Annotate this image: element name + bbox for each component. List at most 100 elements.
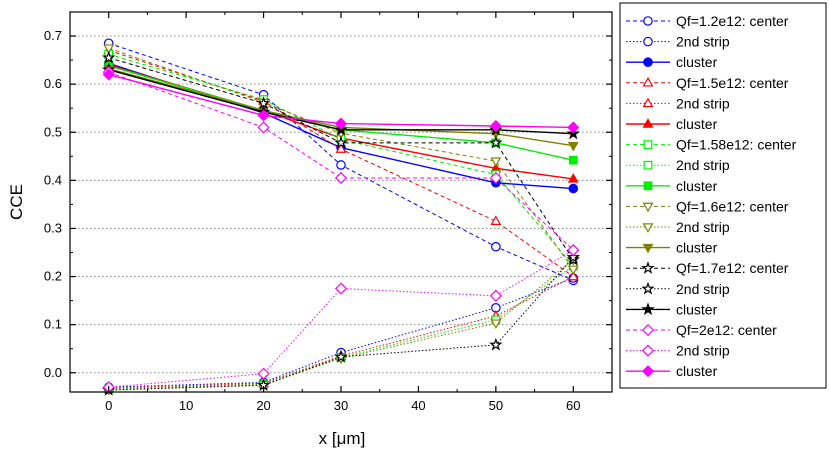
legend-label: cluster <box>676 178 718 194</box>
legend-marker <box>643 140 653 149</box>
data-point <box>490 215 502 225</box>
legend-entry: cluster <box>626 116 718 132</box>
data-point <box>335 143 347 153</box>
series-markers-17 <box>102 68 580 134</box>
data-point <box>489 289 502 302</box>
legend-entry: Qf=1.6e12: center <box>626 198 789 214</box>
legend-entry: Qf=2e12: center <box>626 322 777 338</box>
legend-marker <box>642 202 654 213</box>
legend: Qf=1.2e12: center 2nd strip cluster Qf=1.5e… <box>626 13 797 379</box>
x-axis-title: x [μm] <box>319 429 366 448</box>
axes: 0.0 0.1 0.2 0.3 0.4 0.5 0.6 0.7 0 10 20 30 40 50 60 <box>44 12 612 413</box>
x-tick-label: 60 <box>566 398 580 413</box>
series-markers-12 <box>101 50 581 266</box>
legend-marker <box>643 16 653 26</box>
y-axis-title: CCE <box>7 184 26 220</box>
legend-label: 2nd strip <box>676 34 730 50</box>
x-tick-label: 40 <box>411 398 425 413</box>
legend-entry: Qf=1.7e12: center <box>626 260 789 276</box>
series-7 <box>108 265 574 390</box>
legend-entry: cluster <box>626 54 718 70</box>
data-point <box>336 160 346 170</box>
legend-marker <box>643 181 653 191</box>
data-point <box>567 173 579 183</box>
legend-marker <box>642 97 654 108</box>
x-tick-label: 20 <box>256 398 270 413</box>
data-point <box>491 241 501 252</box>
data-point <box>489 119 502 133</box>
data-point <box>489 171 502 185</box>
data-point <box>490 157 502 167</box>
data-point <box>489 337 503 351</box>
legend-label: Qf=2e12: center <box>676 322 777 338</box>
y-tick-label: 0.2 <box>44 269 62 284</box>
x-tick-label: 10 <box>179 398 193 413</box>
data-point <box>567 270 579 281</box>
legend-entry: Qf=1.2e12: center <box>626 13 789 29</box>
legend-frame <box>619 2 827 389</box>
legend-marker <box>642 223 654 233</box>
legend-entry: 2nd strip <box>626 219 730 235</box>
x-tick-label: 50 <box>489 398 503 413</box>
legend-marker <box>641 365 655 378</box>
data-point <box>103 44 115 54</box>
y-tick-label: 0.4 <box>44 172 62 187</box>
data-point <box>334 282 348 295</box>
data-point <box>568 183 579 194</box>
data-point <box>257 121 270 134</box>
legend-label: 2nd strip <box>676 343 730 359</box>
data-point <box>334 117 348 130</box>
y-tick-label: 0.5 <box>44 124 62 139</box>
data-point <box>490 319 502 330</box>
legend-label: 2nd strip <box>676 157 730 173</box>
legend-entry: cluster <box>626 363 718 379</box>
data-point <box>566 250 581 264</box>
data-point <box>334 135 348 149</box>
legend-entry: 2nd strip <box>626 343 730 359</box>
data-point <box>334 349 348 363</box>
legend-label: 2nd strip <box>676 219 730 235</box>
y-tick-label: 0.1 <box>44 317 62 332</box>
legend-entry: Qf=1.58e12: center <box>626 137 797 153</box>
data-point <box>257 367 270 380</box>
legend-marker <box>641 323 655 337</box>
data-point <box>101 50 116 64</box>
legend-marker <box>642 118 654 128</box>
legend-entry: 2nd strip <box>626 34 730 50</box>
legend-label: Qf=1.2e12: center <box>676 13 789 29</box>
legend-label: 2nd strip <box>676 95 730 111</box>
legend-label: 2nd strip <box>676 281 730 297</box>
legend-entry: cluster <box>626 178 718 194</box>
series-line <box>108 265 574 390</box>
legend-marker <box>643 160 653 170</box>
data-point <box>489 135 503 149</box>
data-point <box>102 68 115 81</box>
legend-marker <box>641 302 655 316</box>
legend-marker <box>643 57 653 67</box>
legend-entry: 2nd strip <box>626 95 730 111</box>
data-point <box>568 155 578 165</box>
series-layer <box>101 38 581 396</box>
legend-label: Qf=1.5e12: center <box>676 75 789 91</box>
legend-label: Qf=1.58e12: center <box>676 137 797 153</box>
series-markers-16 <box>102 244 580 394</box>
legend-label: cluster <box>676 54 718 70</box>
data-point <box>334 171 348 185</box>
y-tick-label: 0.0 <box>44 365 62 380</box>
data-point <box>257 109 270 122</box>
legend-marker <box>642 76 654 87</box>
legend-label: cluster <box>676 240 718 256</box>
series-13 <box>108 256 574 391</box>
legend-marker <box>643 36 653 47</box>
legend-entry: cluster <box>626 240 718 256</box>
legend-marker <box>642 243 654 254</box>
y-tick-label: 0.6 <box>44 76 62 91</box>
y-tick-label: 0.7 <box>44 28 62 43</box>
x-tick-label: 30 <box>334 398 348 413</box>
legend-entry: Qf=1.5e12: center <box>626 75 789 91</box>
y-tick-label: 0.3 <box>44 220 62 235</box>
legend-entry: cluster <box>626 301 718 317</box>
series-line <box>108 256 574 391</box>
legend-entry: 2nd strip <box>626 281 730 297</box>
